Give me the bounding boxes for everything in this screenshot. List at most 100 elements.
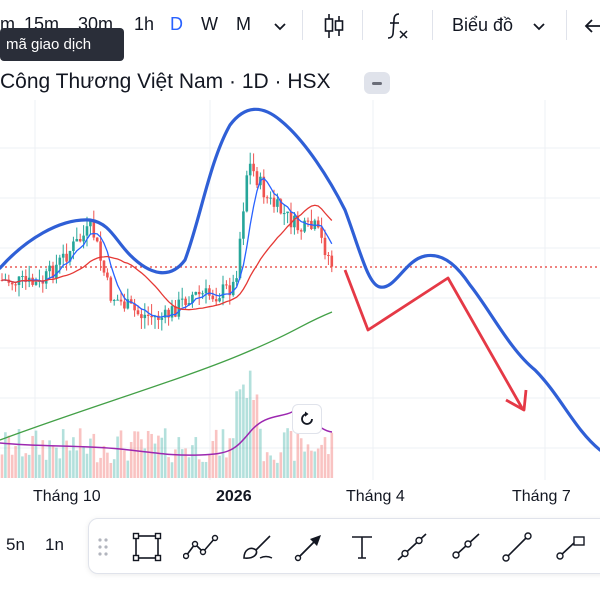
- candle-body: [296, 215, 300, 231]
- volume-bar: [72, 437, 75, 478]
- candle: [112, 298, 116, 306]
- path-icon[interactable]: [181, 527, 221, 567]
- price-chart[interactable]: [0, 100, 600, 480]
- rectangle-icon[interactable]: [127, 527, 167, 567]
- brush-icon[interactable]: [237, 527, 277, 567]
- candle: [27, 265, 31, 288]
- volume-bar: [27, 454, 31, 478]
- candle-body: [303, 220, 306, 232]
- candle-body: [102, 260, 106, 273]
- text-icon[interactable]: [342, 527, 382, 567]
- candle: [225, 280, 228, 290]
- volume-bar: [194, 437, 198, 478]
- volume-bar: [157, 435, 160, 478]
- arrow-icon[interactable]: [289, 527, 329, 567]
- reset-chart-button[interactable]: [292, 404, 322, 434]
- head-and-shoulders-outline: [0, 107, 600, 452]
- candles-icon[interactable]: [320, 10, 348, 42]
- sma-slow-line: [0, 311, 333, 441]
- candle: [85, 216, 89, 247]
- volume-bar: [252, 399, 255, 478]
- candle-body: [116, 299, 119, 301]
- candle-body: [174, 306, 177, 317]
- candle-body: [10, 282, 14, 285]
- candle-body: [51, 265, 55, 279]
- candle-body: [82, 235, 85, 242]
- volume-bar: [14, 445, 17, 478]
- candle-body: [201, 293, 204, 295]
- candle-body: [85, 226, 89, 236]
- timeframe-dropdown-icon[interactable]: [266, 10, 294, 42]
- volume-bar: [163, 428, 167, 478]
- candle-body: [72, 241, 75, 251]
- candle-body: [272, 197, 276, 207]
- ray-icon[interactable]: [445, 527, 485, 567]
- volume-bar: [191, 445, 194, 478]
- legend-collapse-button[interactable]: [364, 72, 390, 94]
- chart-grid: [0, 100, 600, 480]
- candle: [177, 291, 181, 320]
- candle-body: [58, 257, 62, 265]
- trend-line-icon[interactable]: [392, 527, 432, 567]
- candle-body: [65, 253, 68, 262]
- candle-body: [218, 298, 221, 302]
- volume-bar: [259, 428, 262, 478]
- timeframe-d[interactable]: D: [170, 14, 183, 34]
- chart-legend-title[interactable]: Công Thương Việt Nam · 1D · HSX: [0, 70, 331, 93]
- timeframe-w[interactable]: W: [201, 14, 218, 34]
- candle: [180, 287, 184, 307]
- sma-fast-line: [1, 177, 333, 318]
- volume-bar: [89, 438, 92, 478]
- candle: [262, 169, 266, 204]
- volume-bar: [106, 452, 109, 478]
- candle-body: [330, 255, 334, 267]
- volume-bar: [255, 394, 259, 478]
- candle-body: [136, 310, 140, 315]
- volume-bar: [24, 453, 28, 478]
- candle-body: [99, 241, 102, 261]
- range-1n-button[interactable]: 1n: [45, 535, 64, 554]
- candle-body: [112, 300, 116, 302]
- candle-body: [34, 281, 38, 285]
- candle: [24, 269, 28, 290]
- candle-body: [265, 197, 269, 199]
- candle: [299, 228, 303, 240]
- candle: [235, 270, 238, 286]
- x-axis-label: Tháng 4: [346, 488, 405, 505]
- candle: [140, 308, 143, 329]
- candle: [44, 268, 48, 289]
- candle-body: [235, 278, 238, 282]
- volume-bar: [218, 455, 221, 478]
- candle-body: [160, 317, 164, 320]
- volume-bar: [177, 437, 181, 478]
- extended-line-icon[interactable]: [551, 527, 591, 567]
- candle: [248, 152, 252, 185]
- timeframe-m[interactable]: M: [236, 14, 251, 34]
- chart-type-dropdown-icon[interactable]: [525, 10, 553, 42]
- volume-bar: [119, 430, 123, 478]
- timeframe-1h[interactable]: 1h: [134, 14, 155, 34]
- candlestick-series: [0, 152, 334, 331]
- candle: [160, 312, 164, 331]
- candle-body: [316, 220, 320, 228]
- back-arrow-icon[interactable]: [578, 10, 600, 42]
- indicators-fx-icon[interactable]: [384, 10, 412, 42]
- line-icon[interactable]: [497, 527, 537, 567]
- drawing-toolbar: [88, 518, 600, 574]
- chart-type-button[interactable]: Biểu đồ: [452, 15, 514, 35]
- candle-body: [163, 309, 167, 318]
- candle-body: [231, 281, 235, 296]
- candle: [143, 303, 147, 329]
- candle-body: [238, 238, 242, 279]
- range-5n-button[interactable]: 5n: [6, 535, 25, 554]
- candle: [116, 294, 119, 301]
- candle-body: [14, 284, 17, 286]
- candle: [303, 217, 306, 234]
- candle: [191, 291, 194, 308]
- drag-handle-icon[interactable]: [91, 527, 115, 567]
- candle: [38, 269, 41, 288]
- volume-bar: [7, 435, 11, 478]
- candle: [218, 293, 221, 303]
- volume-bar: [78, 428, 82, 478]
- volume-bar: [306, 444, 310, 478]
